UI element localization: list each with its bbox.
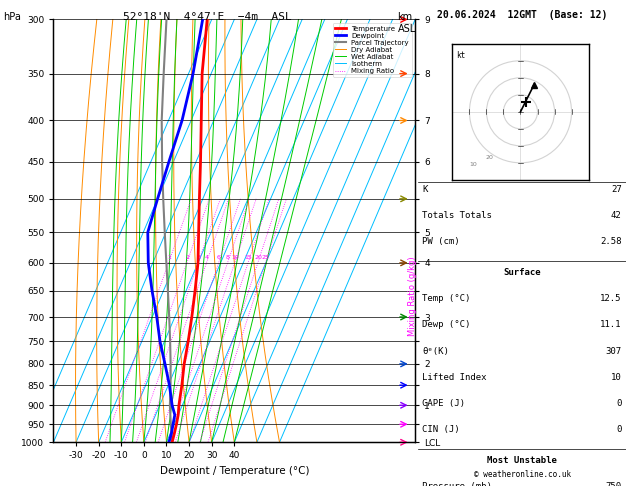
Text: Dewp (°C): Dewp (°C) (423, 320, 471, 330)
Text: 3: 3 (196, 255, 201, 260)
Text: 4: 4 (205, 255, 209, 260)
Text: ASL: ASL (398, 24, 416, 35)
Text: Mixing Ratio (g/kg): Mixing Ratio (g/kg) (408, 257, 417, 336)
Text: 20: 20 (254, 255, 262, 260)
Text: 10: 10 (231, 255, 239, 260)
X-axis label: Dewpoint / Temperature (°C): Dewpoint / Temperature (°C) (160, 466, 309, 476)
Text: 2.58: 2.58 (600, 237, 621, 246)
Text: Temp (°C): Temp (°C) (423, 294, 471, 303)
Text: 0: 0 (616, 425, 621, 434)
Text: K: K (423, 185, 428, 193)
Text: Surface: Surface (503, 268, 541, 277)
Text: 11.1: 11.1 (600, 320, 621, 330)
Text: 15: 15 (245, 255, 252, 260)
Text: θᵉ(K): θᵉ(K) (423, 347, 449, 356)
Legend: Temperature, Dewpoint, Parcel Trajectory, Dry Adiabat, Wet Adiabat, Isotherm, Mi: Temperature, Dewpoint, Parcel Trajectory… (333, 23, 411, 77)
Text: km: km (398, 12, 413, 22)
Text: kt: kt (456, 51, 465, 60)
Text: 10: 10 (469, 162, 477, 167)
Text: 8: 8 (226, 255, 230, 260)
Text: hPa: hPa (3, 12, 21, 22)
Text: 52°18'N  4°47'E  −4m  ASL: 52°18'N 4°47'E −4m ASL (123, 12, 292, 22)
Text: Pressure (mb): Pressure (mb) (423, 482, 493, 486)
Text: Lifted Index: Lifted Index (423, 373, 487, 382)
Text: CAPE (J): CAPE (J) (423, 399, 465, 408)
Text: 20: 20 (486, 156, 494, 160)
Text: 20.06.2024  12GMT  (Base: 12): 20.06.2024 12GMT (Base: 12) (437, 10, 607, 19)
Text: 2: 2 (185, 255, 189, 260)
Text: 750: 750 (606, 482, 621, 486)
Text: 0: 0 (616, 399, 621, 408)
Text: © weatheronline.co.uk: © weatheronline.co.uk (474, 470, 571, 479)
Text: 42: 42 (611, 211, 621, 220)
Text: 307: 307 (606, 347, 621, 356)
Text: 27: 27 (611, 185, 621, 193)
Text: Most Unstable: Most Unstable (487, 456, 557, 465)
Text: 12.5: 12.5 (600, 294, 621, 303)
Text: 1: 1 (167, 255, 171, 260)
Text: Totals Totals: Totals Totals (423, 211, 493, 220)
Text: CIN (J): CIN (J) (423, 425, 460, 434)
Text: 25: 25 (262, 255, 270, 260)
Text: PW (cm): PW (cm) (423, 237, 460, 246)
Text: 10: 10 (611, 373, 621, 382)
Text: 6: 6 (217, 255, 221, 260)
